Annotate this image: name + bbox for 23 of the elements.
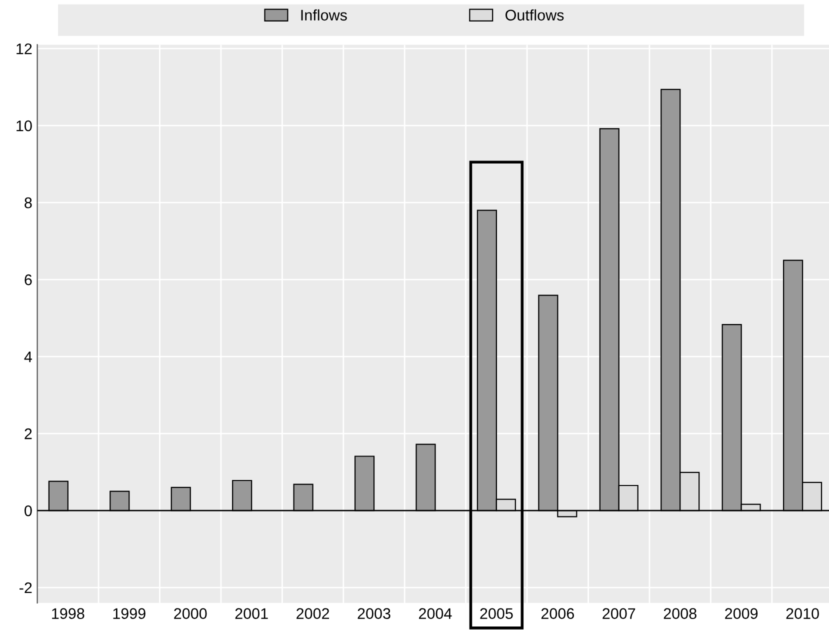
- x-tick-label: 2006: [541, 608, 574, 619]
- x-tick-label: 1999: [113, 608, 146, 619]
- x-tick-label: 2002: [296, 608, 330, 619]
- x-tick-label: 2000: [174, 608, 207, 619]
- y-tick-label: 2: [24, 428, 32, 440]
- y-tick-label: 0: [24, 505, 32, 516]
- legend-label: Outflows: [506, 9, 564, 21]
- y-tick-label: 12: [16, 43, 32, 54]
- x-tick-label: 2007: [602, 608, 636, 619]
- x-tick-label: 2003: [358, 608, 390, 619]
- x-tick-label: 2010: [786, 608, 819, 619]
- y-tick-label: 8: [24, 197, 32, 208]
- y-tick-label: 4: [24, 352, 32, 362]
- x-tick-label: 2001: [235, 608, 268, 619]
- y-tick-label: 6: [24, 274, 32, 286]
- y-tick-label: -2: [20, 582, 32, 594]
- x-tick-label: 2009: [725, 608, 758, 619]
- x-tick-label: 1998: [52, 608, 84, 619]
- x-tick-label: 2008: [664, 608, 696, 619]
- x-tick-label: 2005: [480, 608, 513, 619]
- legend-label: Inflows: [301, 9, 347, 21]
- y-tick-label: 10: [16, 120, 32, 132]
- x-tick-label: 2004: [419, 608, 452, 619]
